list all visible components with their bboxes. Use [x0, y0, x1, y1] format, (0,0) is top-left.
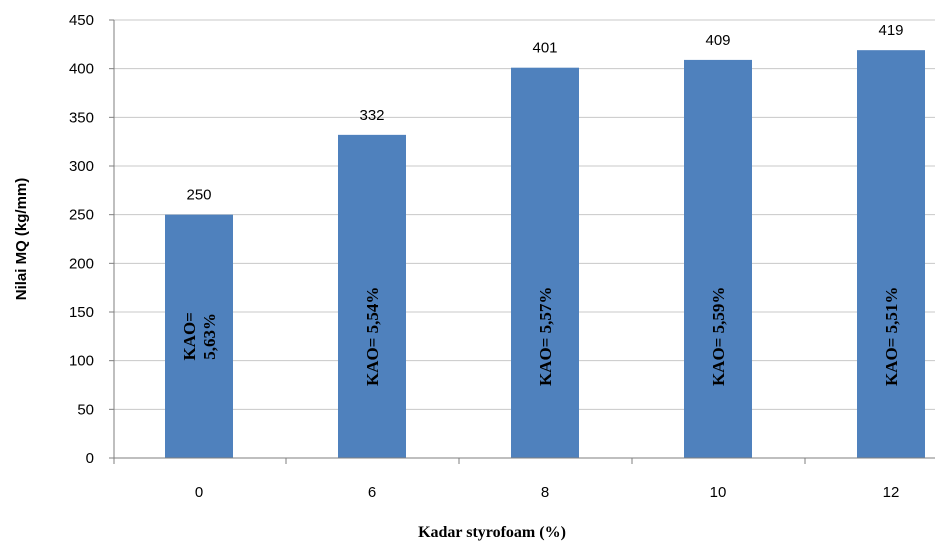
y-tick-label: 250 [69, 207, 94, 224]
bar-annotation-text: KAO= [180, 312, 199, 360]
bar-annotation: KAO= 5,63% [180, 312, 219, 360]
bar [857, 50, 925, 458]
data-label: 332 [359, 107, 384, 124]
bar-annotation-text: KAO= 5,54% [363, 287, 382, 386]
x-tick-label: 10 [710, 484, 727, 501]
x-tick-label: 6 [368, 484, 376, 501]
y-tick-label: 200 [69, 255, 94, 272]
y-tick-label: 350 [69, 109, 94, 126]
bar [684, 59, 752, 458]
bar-annotation-text: KAO= 5,57% [536, 287, 555, 386]
data-label: 250 [186, 187, 211, 204]
y-axis-title: Nilai MQ (kg/mm) [13, 178, 30, 301]
y-tick-label: 300 [69, 158, 94, 175]
bar [511, 67, 579, 459]
bars: 250 KAO= 5,63% 332 KAO= 5,54% 401 KAO= 5,57% 40… [165, 22, 925, 459]
bar-annotation: KAO= 5,59% [709, 287, 728, 386]
y-tick-label: 150 [69, 304, 94, 321]
bar-annotation-text: KAO= 5,59% [709, 287, 728, 386]
bar-annotation: KAO= 5,57% [536, 287, 555, 386]
y-tick-label: 450 [69, 12, 94, 29]
y-tick-label: 100 [69, 353, 94, 370]
x-axis-title: Kadar styrofoam (%) [418, 524, 566, 541]
x-tick-label: 12 [883, 484, 900, 501]
bar-annotation-text: KAO= 5,51% [882, 287, 901, 386]
bar-annotation: KAO= 5,54% [363, 287, 382, 386]
y-axis-ticks: 0 50 100 150 200 250 300 350 400 450 [69, 12, 114, 467]
data-label: 409 [705, 32, 730, 49]
x-axis-ticks: 0 6 8 10 12 [113, 458, 900, 501]
bar-annotation-text: 5,63% [200, 313, 219, 360]
bar [165, 214, 233, 458]
data-label: 419 [878, 22, 903, 39]
x-tick-label: 0 [195, 484, 203, 501]
y-tick-label: 50 [77, 401, 94, 418]
y-tick-label: 0 [86, 450, 94, 467]
y-tick-label: 400 [69, 61, 94, 78]
bar [338, 134, 406, 458]
bar-annotation: KAO= 5,51% [882, 287, 901, 386]
x-tick-label: 8 [541, 484, 549, 501]
data-label: 401 [532, 40, 557, 57]
